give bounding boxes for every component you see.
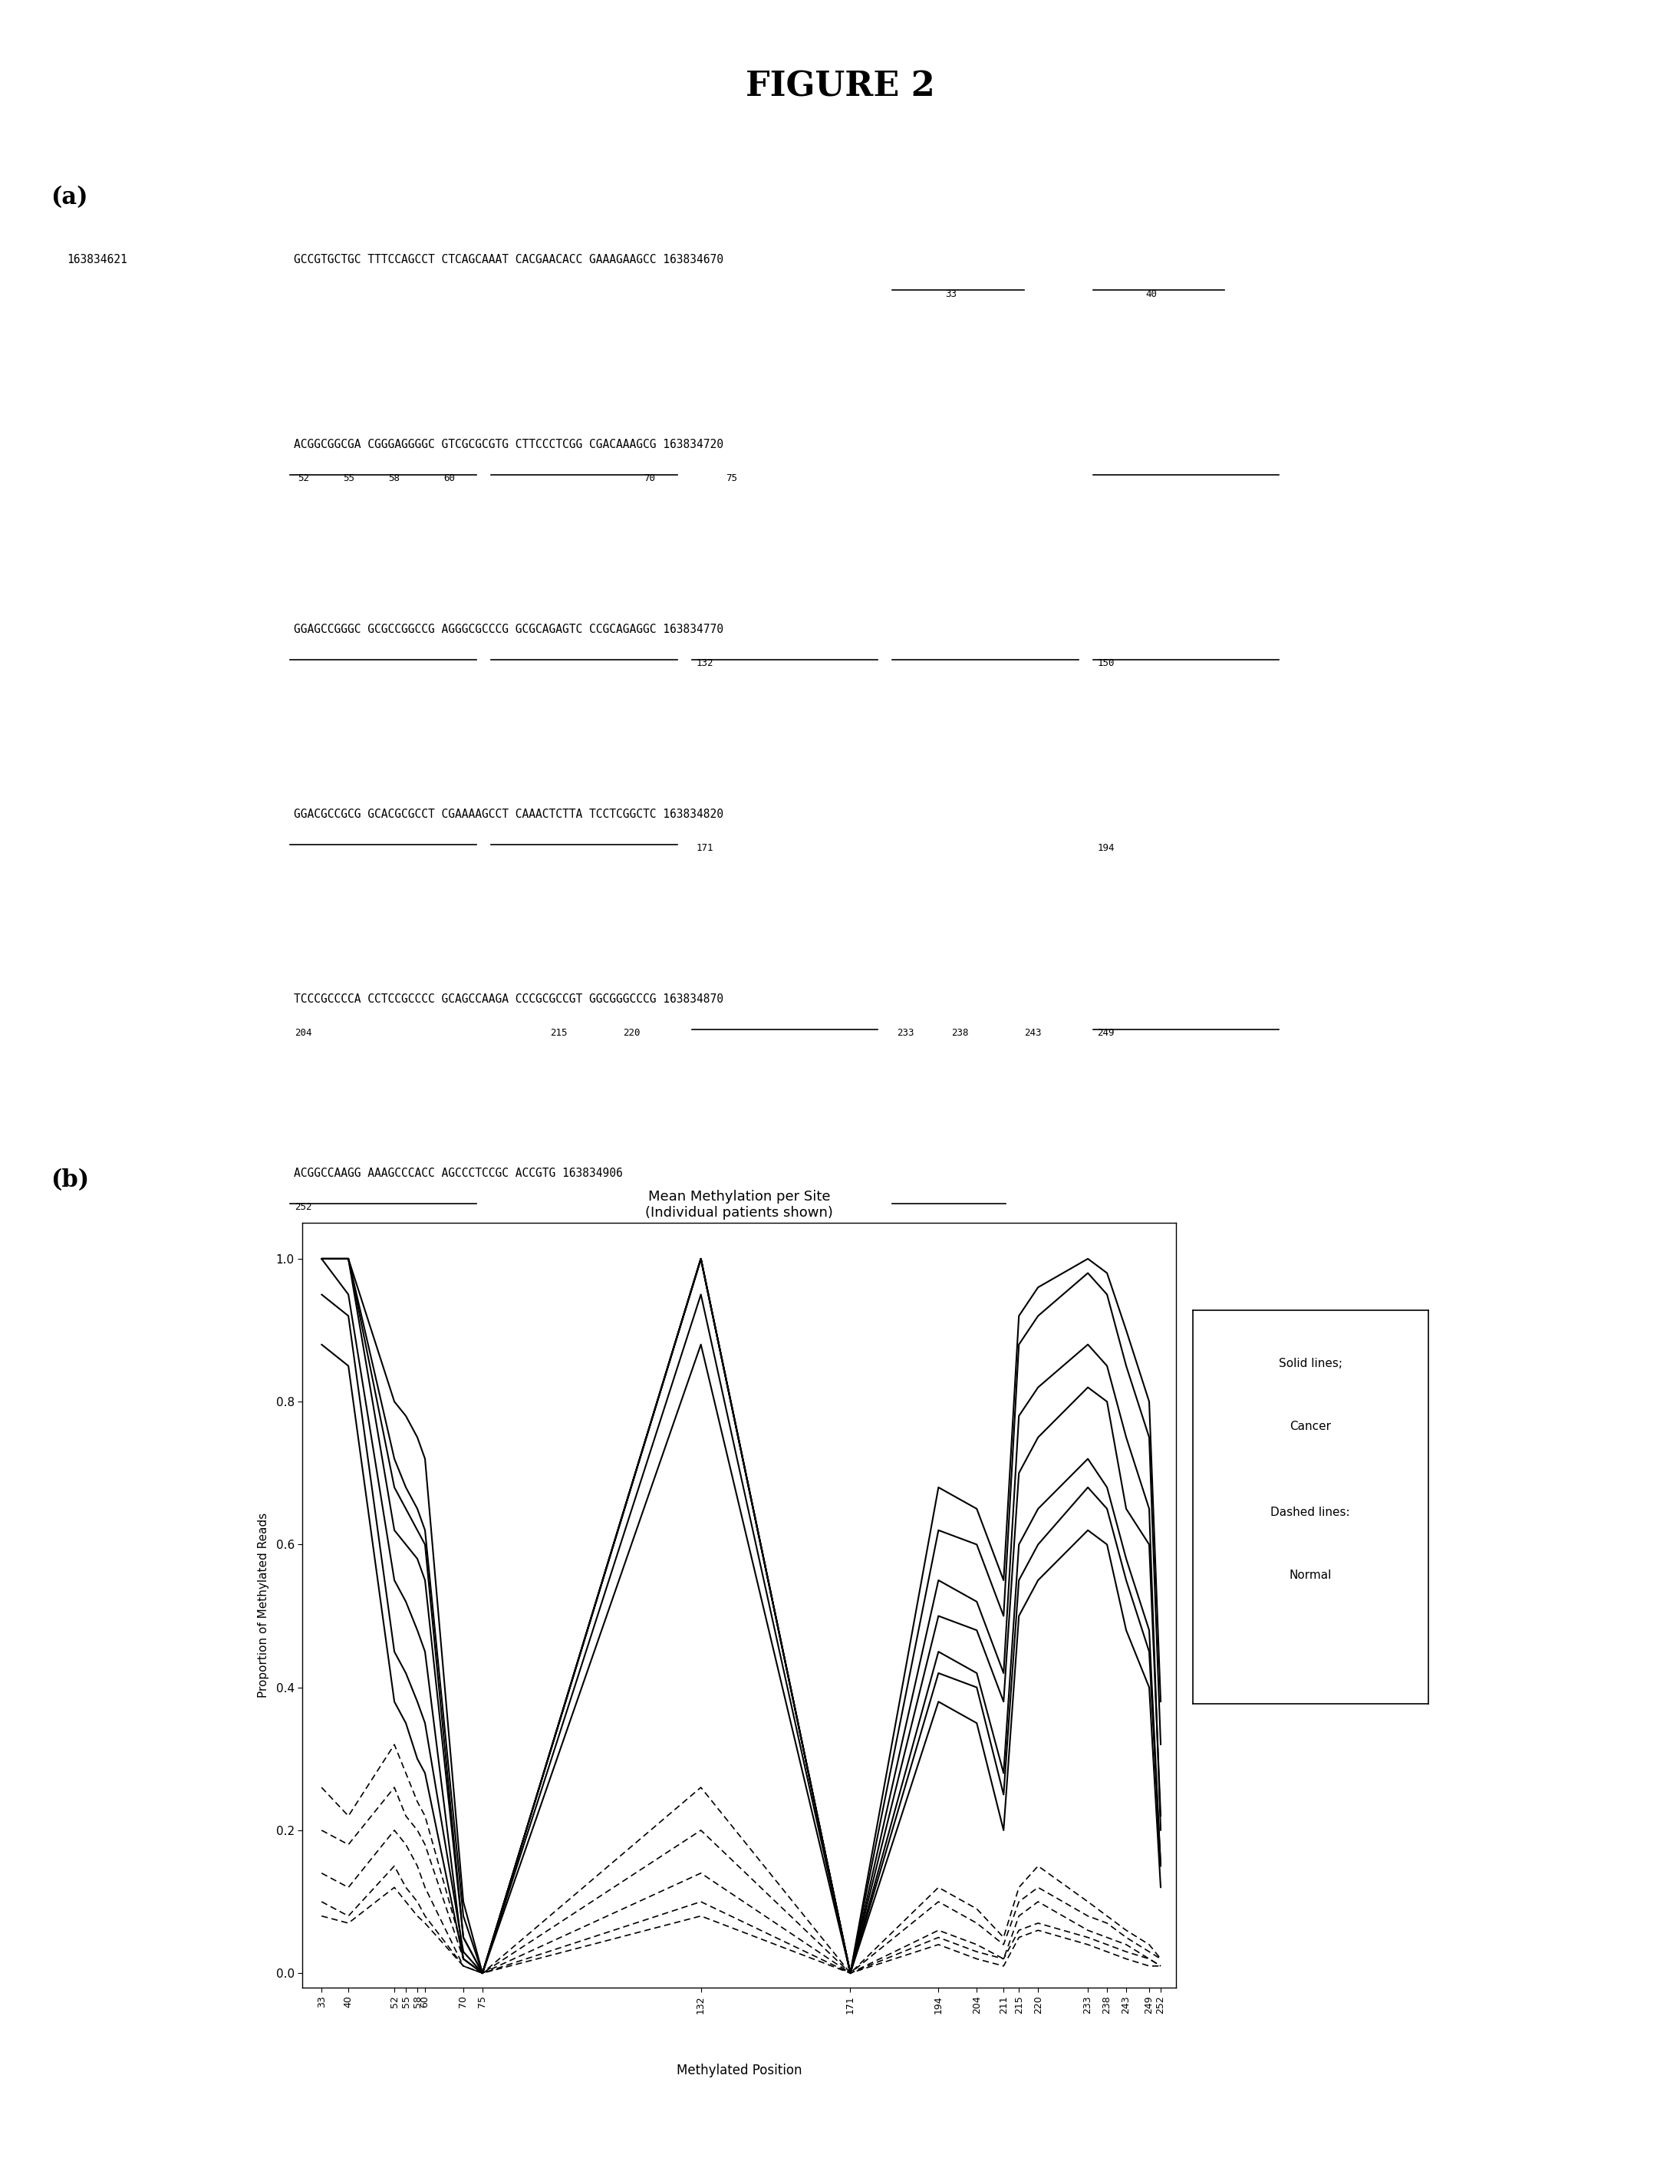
Text: (a): (a) bbox=[50, 186, 87, 210]
Text: ACGGCGGCGA CGGGAGGGGC GTCGCGCGTG CTTCCCTCGG CGACAAAGCG 163834720: ACGGCGGCGA CGGGAGGGGC GTCGCGCGTG CTTCCCT… bbox=[294, 439, 724, 450]
Y-axis label: Proportion of Methylated Reads: Proportion of Methylated Reads bbox=[259, 1514, 269, 1697]
Text: (b): (b) bbox=[50, 1168, 89, 1192]
Text: Cancer: Cancer bbox=[1290, 1420, 1331, 1433]
Text: 58: 58 bbox=[388, 474, 400, 483]
Text: 33: 33 bbox=[946, 288, 956, 299]
Text: Dashed lines:: Dashed lines: bbox=[1270, 1507, 1351, 1518]
Text: GCCGTGCTGC TTTCCAGCCT CTCAGCAAAT CACGAACACC GAAAGAAGCC 163834670: GCCGTGCTGC TTTCCAGCCT CTCAGCAAAT CACGAAC… bbox=[294, 253, 724, 266]
Text: 52: 52 bbox=[297, 474, 309, 483]
Text: 75: 75 bbox=[726, 474, 738, 483]
Text: 249: 249 bbox=[1097, 1029, 1114, 1037]
Text: 220: 220 bbox=[623, 1029, 640, 1037]
Text: 55: 55 bbox=[343, 474, 354, 483]
Text: Methylated Position: Methylated Position bbox=[677, 2064, 801, 2077]
Text: 171: 171 bbox=[696, 843, 712, 854]
Text: 238: 238 bbox=[951, 1029, 969, 1037]
Text: 150: 150 bbox=[1097, 657, 1114, 668]
Text: 132: 132 bbox=[696, 657, 712, 668]
Text: 70: 70 bbox=[643, 474, 655, 483]
Text: GGACGCCGCG GCACGCGCCT CGAAAAGCCT CAAACTCTTA TCCTCGGCTC 163834820: GGACGCCGCG GCACGCGCCT CGAAAAGCCT CAAACTC… bbox=[294, 808, 724, 819]
Text: GGAGCCGGGC GCGCCGGCCG AGGGCGCCCG GCGCAGAGTC CCGCAGAGGC 163834770: GGAGCCGGGC GCGCCGGCCG AGGGCGCCCG GCGCAGA… bbox=[294, 625, 724, 636]
Text: 40: 40 bbox=[1146, 288, 1158, 299]
Text: 204: 204 bbox=[294, 1029, 312, 1037]
Text: 194: 194 bbox=[1097, 843, 1114, 854]
Text: Normal: Normal bbox=[1289, 1570, 1332, 1581]
Text: 60: 60 bbox=[444, 474, 455, 483]
Text: ACGGCCAAGG AAAGCCCACC AGCCCTCCGC ACCGTG 163834906: ACGGCCAAGG AAAGCCCACC AGCCCTCCGC ACCGTG … bbox=[294, 1168, 623, 1179]
Text: 243: 243 bbox=[1025, 1029, 1042, 1037]
Text: Solid lines;: Solid lines; bbox=[1278, 1358, 1342, 1369]
Text: 233: 233 bbox=[897, 1029, 914, 1037]
Text: FIGURE 2: FIGURE 2 bbox=[746, 70, 934, 103]
Text: 163834621: 163834621 bbox=[67, 253, 128, 266]
Title: Mean Methylation per Site
(Individual patients shown): Mean Methylation per Site (Individual pa… bbox=[645, 1190, 833, 1219]
Text: 252: 252 bbox=[294, 1203, 312, 1212]
Text: TCCCGCCCCA CCTCCGCCCC GCAGCCAAGA CCCGCGCCGT GGCGGGCCCG 163834870: TCCCGCCCCA CCTCCGCCCC GCAGCCAAGA CCCGCGC… bbox=[294, 994, 724, 1005]
Text: 215: 215 bbox=[549, 1029, 568, 1037]
